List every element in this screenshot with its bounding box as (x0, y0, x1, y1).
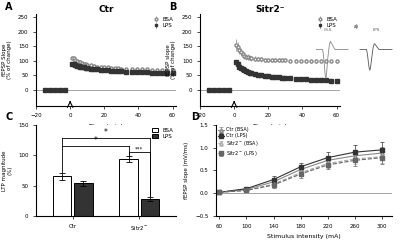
Text: a): a) (354, 24, 358, 29)
Bar (141, 199, 159, 216)
Legend: BSA, LPS: BSA, LPS (318, 17, 337, 28)
X-axis label: Time (min): Time (min) (89, 124, 123, 129)
Bar (74, 183, 93, 216)
Text: *: * (104, 128, 108, 137)
Bar (53, 176, 71, 216)
Legend: BSA, LPS: BSA, LPS (154, 17, 173, 28)
Text: ***: *** (135, 146, 144, 151)
Text: D: D (191, 112, 199, 122)
Y-axis label: LTP magnitude
(%): LTP magnitude (%) (2, 150, 12, 191)
Text: C: C (5, 112, 12, 122)
Text: B: B (169, 2, 176, 12)
Legend: Ctr (BSA), Ctr (LPS), Sitr2$^-$ (BSA), Sitr2$^-$ (LPS): Ctr (BSA), Ctr (LPS), Sitr2$^-$ (BSA), S… (218, 127, 258, 158)
Bar (119, 159, 138, 216)
Y-axis label: fEPSP slope (mV/ms): fEPSP slope (mV/ms) (184, 142, 190, 199)
Y-axis label: fEPSP slope
(% of change): fEPSP slope (% of change) (166, 41, 176, 79)
Text: BSA: BSA (324, 28, 332, 32)
Text: LPS: LPS (372, 28, 380, 32)
Text: A: A (5, 2, 13, 12)
Title: Ctr: Ctr (98, 5, 114, 14)
Y-axis label: fEPSP Slope
(% of change): fEPSP Slope (% of change) (2, 41, 12, 79)
X-axis label: Stimulus intensity (mA): Stimulus intensity (mA) (267, 234, 341, 239)
X-axis label: Time (min): Time (min) (253, 124, 287, 129)
Title: Sitr2⁻: Sitr2⁻ (255, 5, 285, 14)
Text: *: * (93, 136, 97, 145)
Legend: BSA, LPS: BSA, LPS (152, 128, 173, 139)
